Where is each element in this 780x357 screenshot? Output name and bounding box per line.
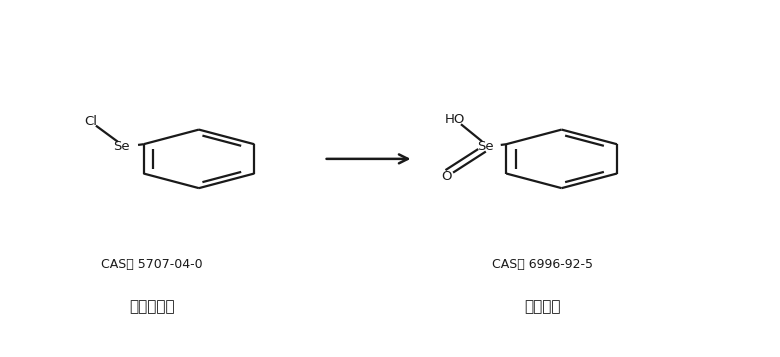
Text: O: O <box>441 170 452 183</box>
Text: HO: HO <box>445 113 465 126</box>
Text: CAS： 6996-92-5: CAS： 6996-92-5 <box>491 258 593 271</box>
Text: CAS： 5707-04-0: CAS： 5707-04-0 <box>101 258 203 271</box>
Text: Cl: Cl <box>84 115 97 127</box>
Text: Se: Se <box>477 140 495 152</box>
Text: 苯亚硕酸: 苯亚硕酸 <box>524 300 560 315</box>
Text: Se: Se <box>113 140 130 152</box>
Text: 苯基氯化硕: 苯基氯化硕 <box>129 300 175 315</box>
